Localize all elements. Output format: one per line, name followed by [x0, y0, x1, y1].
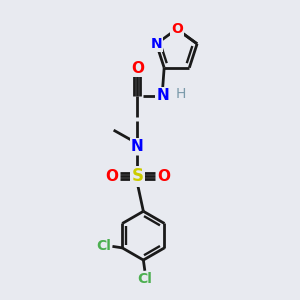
Text: H: H	[175, 88, 186, 101]
Text: O: O	[171, 22, 183, 36]
Text: N: N	[151, 37, 162, 51]
Text: Cl: Cl	[96, 239, 111, 254]
Text: S: S	[131, 167, 143, 185]
Text: N: N	[156, 88, 169, 104]
Text: Cl: Cl	[137, 272, 152, 286]
Text: O: O	[131, 61, 144, 76]
Text: O: O	[105, 169, 118, 184]
Text: N: N	[131, 139, 144, 154]
Text: O: O	[157, 169, 170, 184]
